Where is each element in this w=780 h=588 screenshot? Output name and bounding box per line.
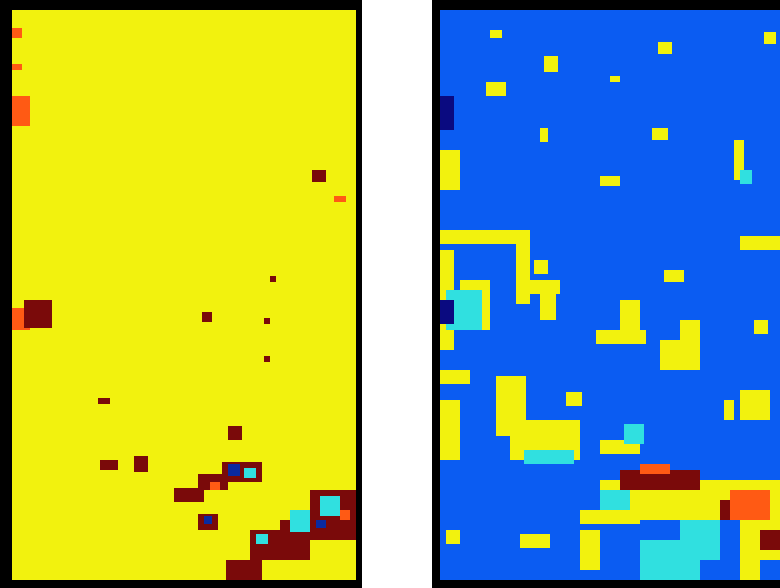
region-cell — [228, 426, 242, 440]
region-cell — [764, 32, 776, 44]
region-cell — [134, 456, 148, 472]
region-cell — [658, 42, 672, 54]
region-cell — [740, 390, 770, 420]
region-cell — [600, 176, 620, 186]
region-cell — [440, 150, 460, 190]
region-cell — [440, 400, 460, 460]
left-map — [0, 0, 362, 588]
region-cell — [340, 510, 350, 520]
region-cell — [446, 530, 460, 544]
region-cell — [440, 230, 530, 244]
region-cell — [516, 244, 530, 304]
region-cell — [640, 540, 700, 580]
region-cell — [264, 318, 270, 324]
region-cell — [566, 392, 582, 406]
region-cell — [226, 560, 262, 580]
region-cell — [100, 460, 118, 470]
region-cell — [520, 534, 550, 548]
region-cell — [720, 500, 730, 520]
region-cell — [440, 300, 454, 324]
region-cell — [486, 82, 506, 96]
region-cell — [530, 280, 560, 294]
region-cell — [440, 370, 470, 384]
figure — [0, 0, 780, 588]
region-cell — [660, 340, 680, 370]
region-cell — [740, 170, 752, 184]
region-cell — [664, 270, 684, 282]
region-cell — [680, 320, 700, 370]
region-cell — [320, 496, 340, 516]
region-cell — [12, 28, 22, 38]
region-cell — [534, 260, 548, 274]
region-cell — [544, 56, 558, 72]
region-cell — [640, 464, 670, 474]
region-cell — [490, 30, 502, 38]
region-cell — [264, 356, 270, 362]
region-cell — [740, 560, 760, 580]
region-cell — [580, 530, 600, 570]
region-cell — [98, 398, 110, 404]
region-cell — [12, 64, 22, 70]
region-cell — [730, 490, 770, 520]
region-cell — [620, 300, 640, 330]
region-cell — [596, 330, 646, 344]
region-cell — [540, 294, 556, 320]
right-map — [432, 0, 780, 588]
region-cell — [316, 520, 326, 528]
region-cell — [540, 128, 548, 142]
region-cell — [440, 96, 454, 130]
region-cell — [624, 424, 644, 444]
region-cell — [174, 488, 204, 502]
region-cell — [12, 96, 30, 126]
region-cell — [202, 312, 212, 322]
region-cell — [334, 196, 346, 202]
region-cell — [210, 482, 220, 490]
region-cell — [724, 400, 734, 420]
region-cell — [754, 320, 768, 334]
region-cell — [740, 236, 780, 250]
region-cell — [652, 128, 668, 140]
region-cell — [312, 170, 326, 182]
region-cell — [524, 450, 574, 464]
region-cell — [256, 534, 268, 544]
region-cell — [228, 464, 240, 476]
region-cell — [600, 490, 630, 510]
region-cell — [24, 300, 52, 328]
region-cell — [610, 76, 620, 82]
region-cell — [580, 510, 640, 524]
region-cell — [204, 516, 212, 524]
region-cell — [244, 468, 256, 478]
region-cell — [270, 276, 276, 282]
region-cell — [760, 530, 780, 550]
